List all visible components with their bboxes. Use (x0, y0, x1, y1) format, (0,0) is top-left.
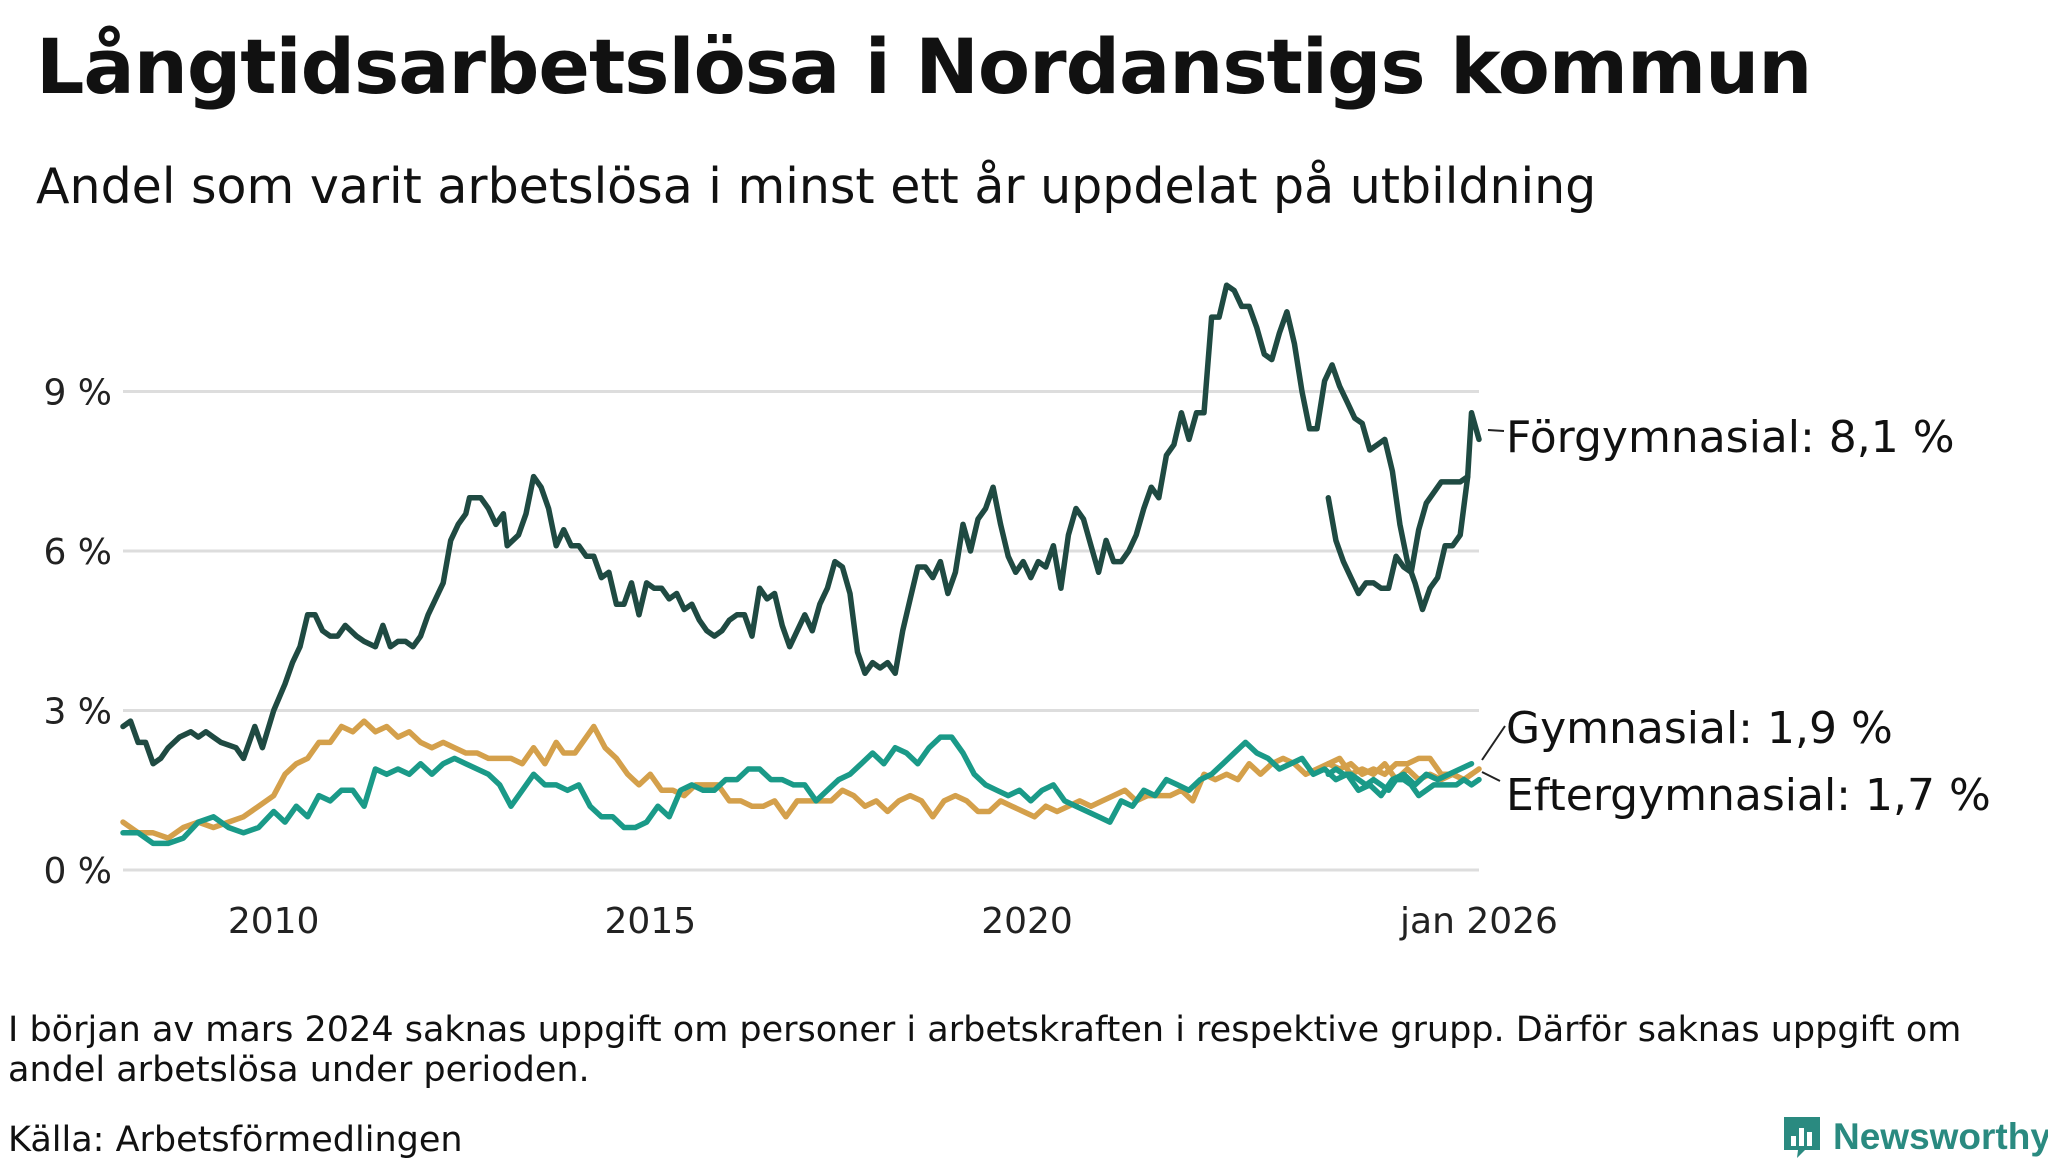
series-line-förgymnasial-0 (120, 282, 1471, 767)
newsworthy-logo-icon (1784, 1117, 1820, 1158)
series-lines (120, 282, 1482, 847)
line-chart: 0 % 3 % 6 % 9 % 2010 2015 2020 jan 2026 Förgym… (43, 282, 1991, 942)
chart-subtitle: Andel som varit arbetslösa i minst ett å… (36, 158, 1597, 215)
y-axis: 0 % 3 % 6 % 9 % (43, 373, 112, 893)
series-line-eftergymnasial-0 (120, 734, 1475, 847)
x-tick-label: 2020 (981, 901, 1073, 942)
brand-name: Newsworthy (1833, 1116, 2048, 1157)
series-line-eftergymnasial-1 (1325, 766, 1482, 799)
footnote: I början av mars 2024 saknas uppgift om … (8, 1010, 1962, 1090)
brand-logo: Newsworthy (1781, 1112, 2048, 1162)
series-line-förgymnasial-1 (1325, 410, 1482, 597)
x-tick-label: jan 2026 (1399, 901, 1558, 942)
x-tick-label: 2010 (228, 901, 320, 942)
label-connector-eftergymnasial (1481, 771, 1501, 782)
x-axis: 2010 2015 2020 jan 2026 (228, 901, 1558, 942)
x-tick-label: 2015 (605, 901, 697, 942)
source-credit: Källa: Arbetsförmedlingen (8, 1120, 463, 1160)
series-line-gymnasial-0 (120, 718, 1475, 841)
series-line-gymnasial-1 (1325, 755, 1482, 783)
series-label-gymnasial: Gymnasial: 1,9 % (1506, 703, 1893, 754)
series-label-eftergymnasial: Eftergymnasial: 1,7 % (1506, 770, 1991, 821)
label-connector-förgymnasial (1487, 429, 1505, 432)
y-tick-label: 6 % (43, 532, 112, 573)
label-connector-gymnasial (1481, 725, 1506, 761)
grid-lines (123, 390, 1479, 872)
series-label-förgymnasial: Förgymnasial: 8,1 % (1506, 412, 1955, 463)
y-tick-label: 0 % (43, 851, 112, 892)
series-labels: Förgymnasial: 8,1 % Gymnasial: 1,9 % Efter… (1481, 412, 1991, 821)
y-tick-label: 9 % (43, 373, 112, 414)
y-tick-label: 3 % (43, 692, 112, 733)
chart-title: Långtidsarbetslösa i Nordanstigs kommun (36, 22, 1812, 111)
